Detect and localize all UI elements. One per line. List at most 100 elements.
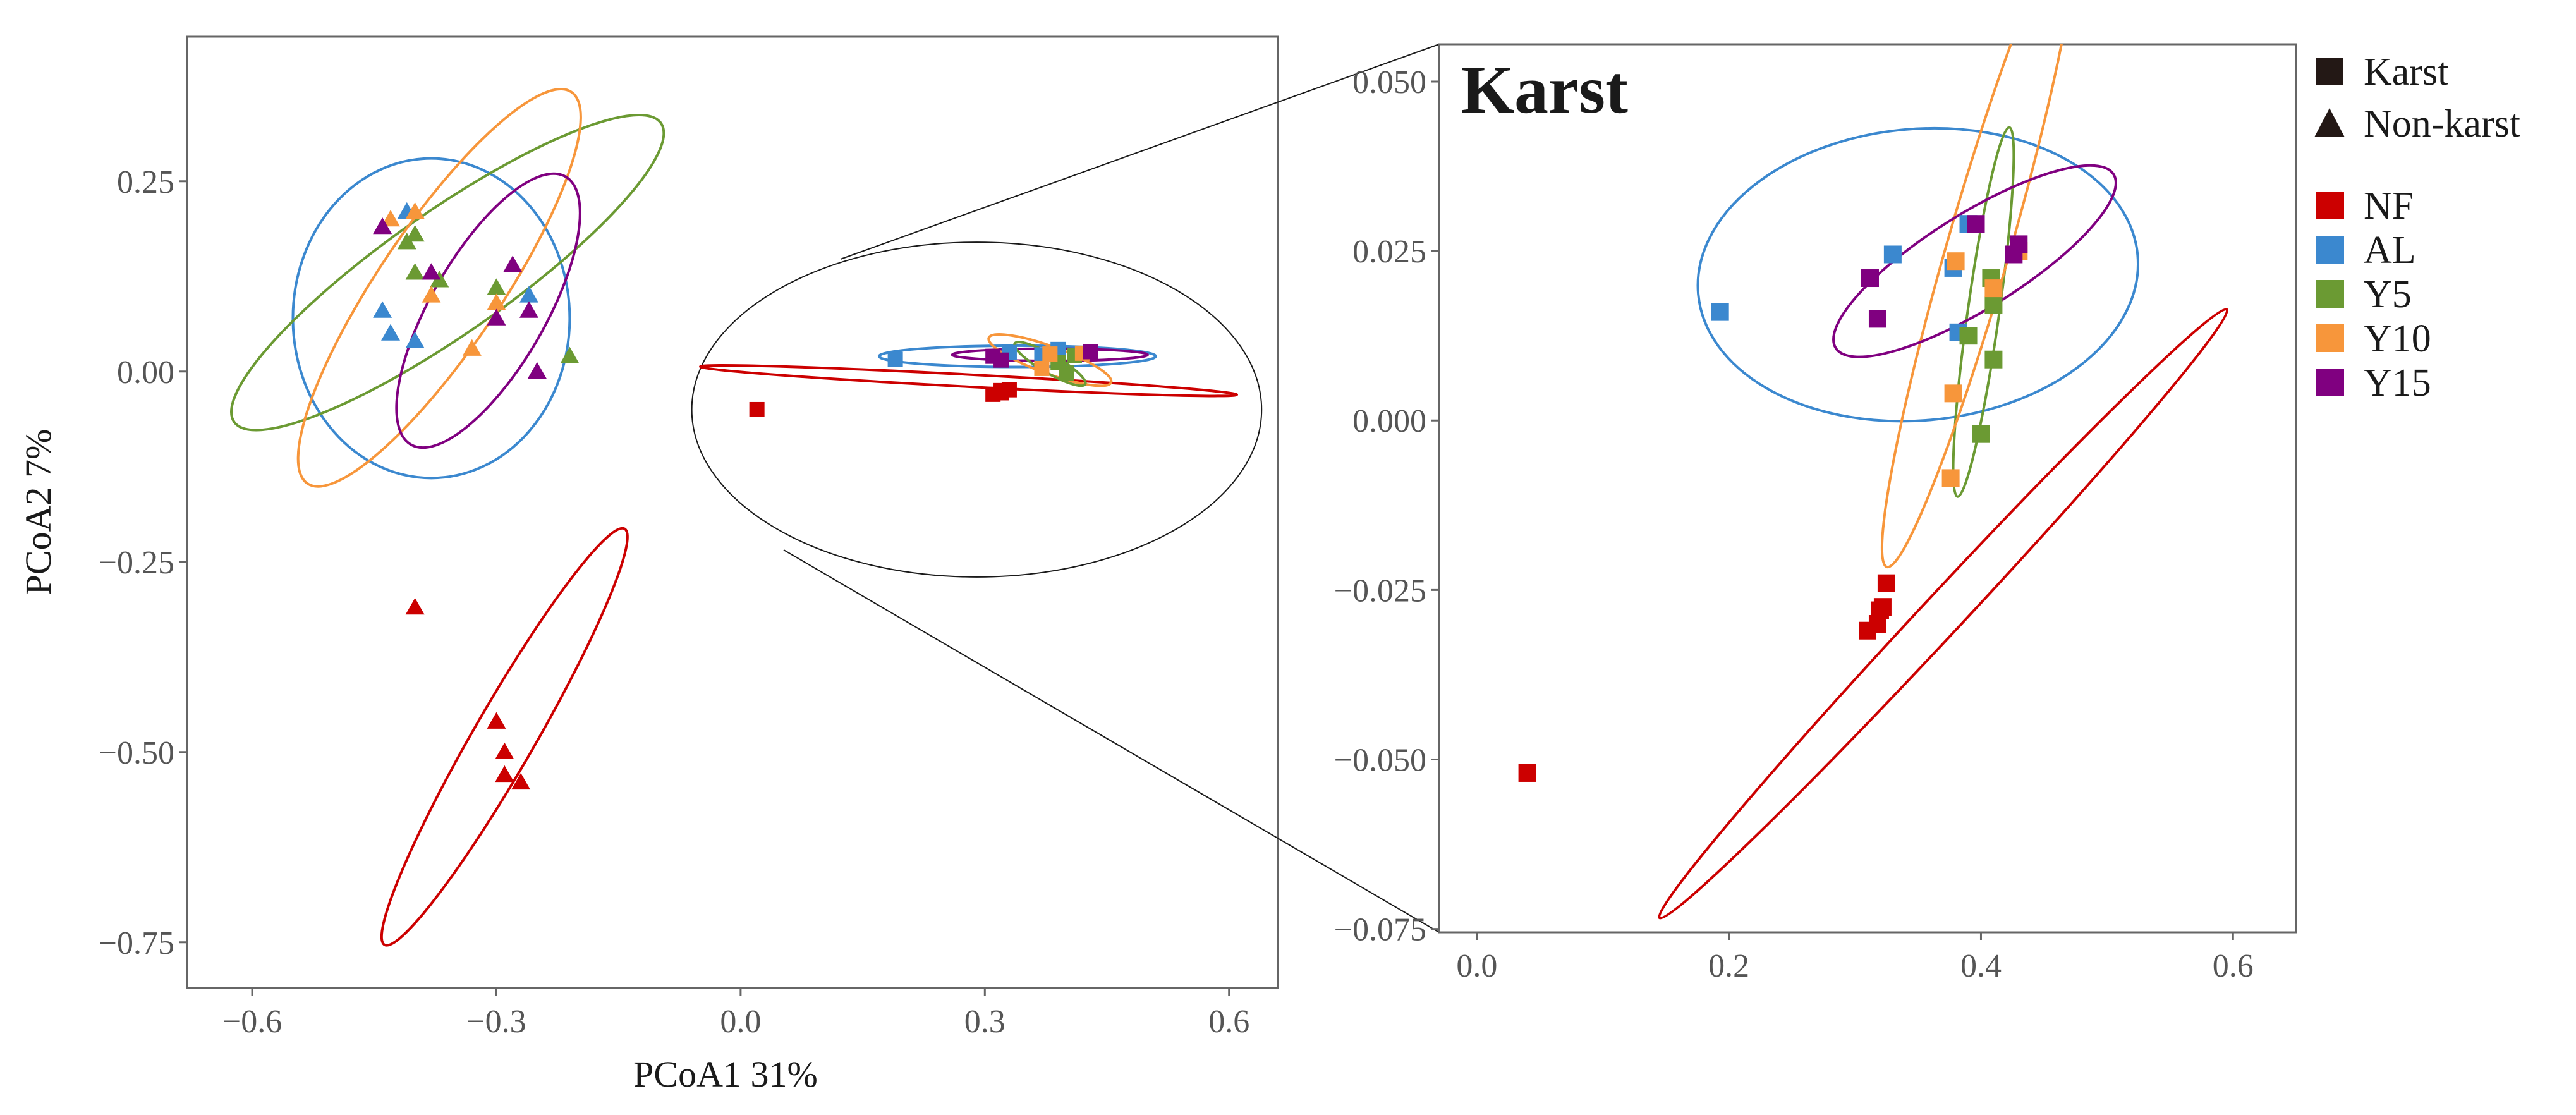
legend-shape-label: Non-karst — [2364, 102, 2520, 145]
legend-swatch-al — [2316, 236, 2344, 264]
left-point-square-y5 — [1059, 365, 1074, 381]
left-point-triangle-y10 — [405, 202, 425, 219]
right-axis-ticks: 0.0 0.2 0.4 0.6 0.050 0.025 0.000 −0.025 −0.050 −… — [1334, 64, 2254, 984]
left-x-tick-label: 0.0 — [720, 1004, 761, 1040]
left-point-triangle-y5 — [405, 225, 425, 242]
left-ellipse-nf — [380, 527, 629, 947]
left-point-triangle-y15 — [503, 255, 523, 272]
right-point-square-nf — [1518, 764, 1536, 782]
right-x-tick-label: 0.6 — [2213, 948, 2254, 984]
legend-shape-label: Karst — [2364, 51, 2448, 94]
right-x-tick-label: 0.0 — [1456, 948, 1497, 984]
right-ellipse-al — [1696, 126, 2139, 423]
left-point-triangle-y15 — [519, 301, 538, 318]
legend-swatch-y5 — [2316, 280, 2344, 308]
legend-swatch-nf — [2316, 192, 2344, 219]
right-point-square-y15 — [1861, 269, 1879, 288]
left-point-triangle-y10 — [381, 209, 401, 227]
left-x-tick-label: −0.6 — [222, 1004, 282, 1040]
right-point-square-al — [1883, 245, 1902, 264]
right-y-tick-label: 0.000 — [1352, 403, 1426, 439]
left-point-triangle-y10 — [422, 286, 441, 303]
left-point-triangle-y10 — [487, 293, 506, 310]
y-axis-title: PCoA2 7% — [18, 429, 59, 595]
left-point-triangle-y15 — [527, 362, 547, 379]
legend-group-label: AL — [2364, 229, 2416, 272]
legend-swatch-y15 — [2316, 369, 2344, 396]
right-point-square-y15 — [1868, 310, 1886, 328]
right-plot-area — [1518, 44, 2229, 920]
right-point-square-nf — [1877, 574, 1895, 592]
left-plot-area — [230, 87, 1263, 947]
right-y-tick-label: −0.025 — [1334, 573, 1426, 609]
right-x-tick-label: 0.4 — [1960, 948, 2002, 984]
right-ellipse-y5 — [1952, 126, 2015, 498]
left-y-tick-label: −0.25 — [99, 545, 174, 581]
left-ellipse-nf — [699, 363, 1239, 398]
right-y-tick-label: 0.025 — [1352, 234, 1426, 270]
right-ellipse-nf — [1658, 308, 2229, 920]
right-x-tick-label: 0.2 — [1708, 948, 1749, 984]
right-point-square-y10 — [1984, 279, 2003, 298]
right-point-square-y5 — [1972, 425, 1990, 443]
left-point-triangle-y5 — [405, 263, 425, 280]
left-point-triangle-al — [519, 286, 538, 303]
left-ellipse-al — [877, 344, 1157, 369]
left-axis-ticks: −0.6 −0.3 0.0 0.3 0.6 0.25 0.00 −0.25 −0.50 −0.75 — [99, 164, 1250, 1040]
left-point-triangle-y5 — [487, 278, 506, 295]
right-y-tick-label: 0.050 — [1352, 64, 1426, 101]
right-y-tick-label: −0.050 — [1334, 743, 1426, 779]
left-point-triangle-nf — [511, 772, 531, 790]
left-point-square-nf — [749, 401, 765, 417]
legend-shape-triangle — [2314, 108, 2345, 137]
right-plot-frame — [1438, 43, 2297, 934]
right-point-square-y5 — [1959, 327, 1978, 345]
legend-group-label: Y5 — [2364, 273, 2412, 316]
legend-shape-square — [2316, 58, 2343, 85]
left-point-triangle-nf — [487, 712, 506, 729]
right-point-square-al — [1711, 303, 1729, 321]
left-point-triangle-y15 — [422, 263, 441, 280]
legend-swatch-y10 — [2316, 324, 2344, 352]
left-point-square-y15 — [993, 352, 1009, 368]
left-x-tick-label: −0.3 — [466, 1004, 526, 1040]
legend-group-label: Y15 — [2364, 362, 2431, 405]
right-point-square-y10 — [1947, 252, 1965, 271]
left-point-triangle-nf — [495, 742, 514, 760]
zoom-circle — [691, 241, 1263, 578]
left-point-square-al — [887, 351, 903, 367]
left-y-tick-label: −0.75 — [99, 925, 174, 961]
left-point-triangle-y5 — [560, 346, 580, 363]
left-x-tick-label: 0.3 — [964, 1004, 1005, 1040]
legend-group-label: Y10 — [2364, 317, 2431, 360]
left-point-triangle-nf — [405, 598, 425, 615]
left-plot-frame — [186, 35, 1279, 989]
left-point-triangle-nf — [495, 765, 514, 783]
left-point-square-y10 — [1034, 360, 1050, 376]
left-point-triangle-y15 — [487, 308, 506, 326]
left-y-tick-label: 0.00 — [117, 355, 174, 391]
left-point-square-nf — [1001, 382, 1017, 398]
left-point-square-y15 — [1083, 344, 1098, 360]
left-point-triangle-y15 — [373, 217, 392, 235]
right-point-square-y10 — [1941, 469, 1960, 487]
left-point-square-y10 — [1042, 346, 1058, 362]
left-ellipse-al — [291, 157, 571, 480]
x-axis-title: PCoA1 31% — [633, 1054, 818, 1095]
legend-group-label: NF — [2364, 185, 2414, 228]
left-point-triangle-al — [381, 324, 401, 341]
left-y-tick-label: −0.50 — [99, 735, 174, 771]
karst-panel-title: Karst — [1461, 52, 1628, 128]
right-point-square-nf — [1873, 598, 1892, 616]
left-ellipse-y5 — [230, 114, 665, 432]
left-point-triangle-al — [405, 331, 425, 348]
left-point-triangle-al — [373, 301, 392, 318]
right-point-square-y15 — [2010, 235, 2028, 253]
zoom-connector-top — [840, 44, 1440, 260]
left-x-tick-label: 0.6 — [1208, 1004, 1249, 1040]
right-point-square-y10 — [1944, 384, 1962, 403]
zoom-connector-bottom — [783, 549, 1440, 933]
right-point-square-y5 — [1984, 296, 2003, 314]
